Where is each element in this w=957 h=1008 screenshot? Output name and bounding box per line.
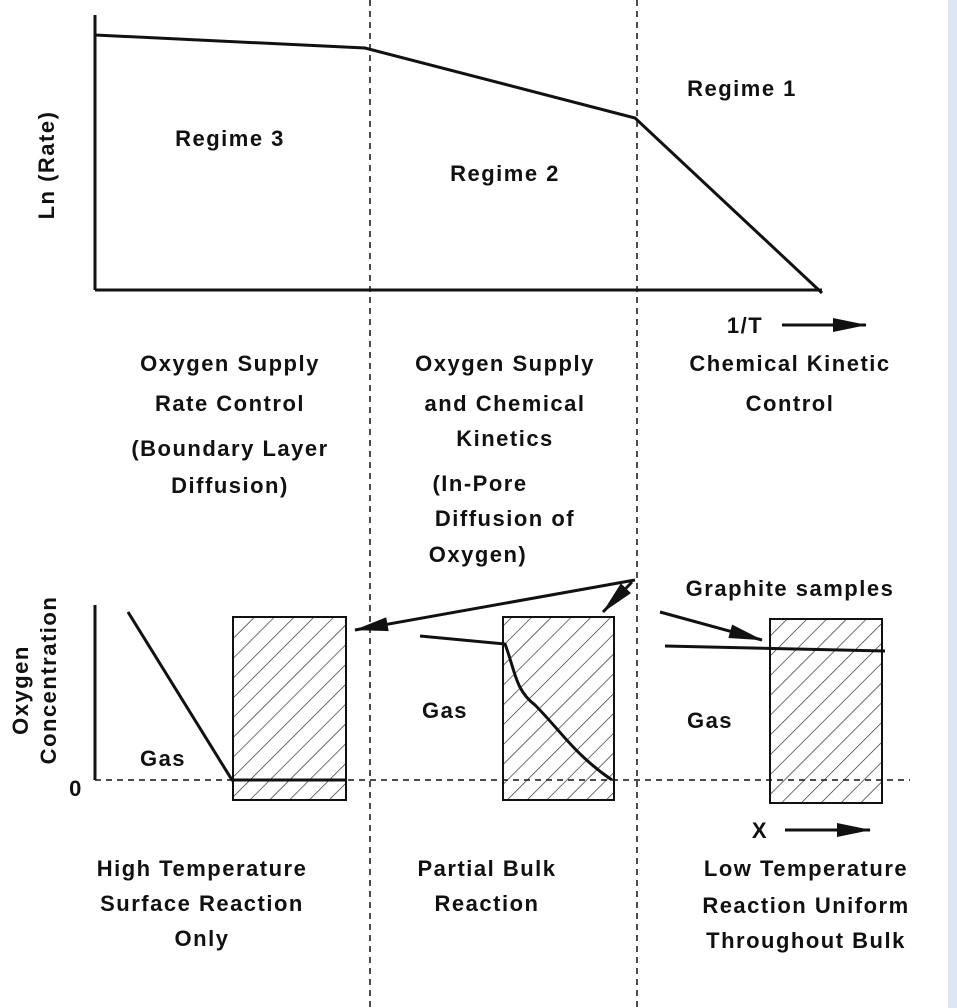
regime-label: Regime 2 — [450, 161, 560, 186]
column: Oxygen Supply and Chemical Kinetics (In-… — [415, 351, 595, 567]
gas-label: Gas — [140, 746, 186, 771]
text-line: Reaction — [435, 891, 540, 916]
zero-label: 0 — [69, 776, 83, 801]
text-line: Oxygen Supply — [415, 351, 595, 376]
text-line: Control — [746, 391, 835, 416]
text-line: Only — [175, 926, 230, 951]
text-line: Throughout Bulk — [706, 928, 906, 953]
text-line: (Boundary Layer — [131, 436, 328, 461]
sample — [769, 618, 883, 804]
text-line: Oxygen) — [429, 542, 528, 567]
text-line: Partial Bulk — [417, 856, 556, 881]
caption: Low Temperature Reaction Uniform Through… — [702, 856, 909, 953]
y-label: Oxygen — [8, 645, 33, 735]
text-line: Rate Control — [155, 391, 305, 416]
edge-strip — [948, 0, 957, 1008]
gas-label: Gas — [422, 698, 468, 723]
profile — [419, 634, 613, 782]
sample — [502, 616, 615, 801]
text-line: High Temperature — [97, 856, 308, 881]
x-label: X — [752, 818, 768, 843]
y-label: Concentration — [36, 596, 61, 765]
caption: Partial Bulk Reaction — [417, 856, 556, 916]
arrow — [659, 610, 763, 642]
text-line: Low Temperature — [704, 856, 908, 881]
arrow — [601, 580, 634, 614]
column: Chemical Kinetic Control — [689, 351, 890, 416]
caption: High Temperature Surface Reaction Only — [97, 856, 308, 951]
rate-curve — [94, 33, 824, 295]
column: Oxygen Supply Rate Control (Boundary Lay… — [131, 351, 328, 498]
arrow — [354, 578, 636, 632]
text-line: and Chemical — [424, 391, 585, 416]
text-line: Kinetics — [456, 426, 554, 451]
samples-label: Graphite samples — [686, 576, 895, 601]
text-line: Diffusion of — [435, 506, 575, 531]
profile — [664, 644, 886, 653]
regime-label: Regime 1 — [687, 76, 797, 101]
gas-label: Gas — [687, 708, 733, 733]
sample — [232, 616, 347, 801]
text-line: Chemical Kinetic — [689, 351, 890, 376]
x-label: 1/T — [727, 313, 763, 338]
text-line: Oxygen Supply — [140, 351, 320, 376]
y-label: Ln (Rate) — [34, 111, 59, 220]
regime-label: Regime 3 — [175, 126, 285, 151]
text-line: Reaction Uniform — [702, 893, 909, 918]
text-line: Surface Reaction — [100, 891, 304, 916]
text-line: Diffusion) — [171, 473, 289, 498]
profile — [126, 611, 346, 782]
text-line: (In-Pore — [432, 471, 527, 496]
